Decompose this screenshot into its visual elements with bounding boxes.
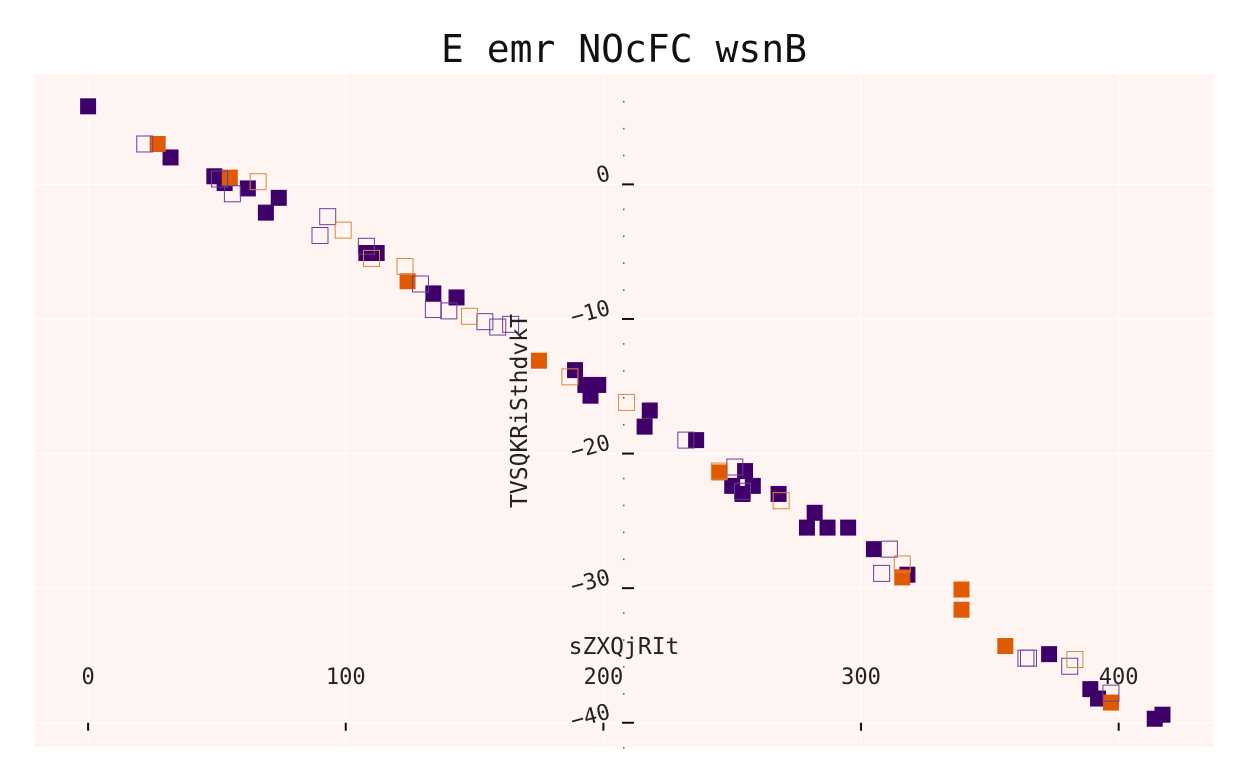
scatter-point	[249, 173, 267, 191]
y-minor-tick	[623, 370, 625, 372]
scatter-point	[1154, 706, 1171, 723]
y-axis-label: TVSQKRiSthdvkT	[507, 314, 533, 508]
scatter-point	[840, 519, 857, 536]
y-minor-tick	[623, 262, 625, 264]
scatter-point	[590, 376, 607, 393]
y-minor-tick	[623, 639, 625, 641]
y-minor-tick	[623, 477, 625, 480]
scatter-point	[688, 432, 705, 449]
scatter-point	[798, 519, 815, 536]
scatter-point	[677, 431, 695, 449]
scatter-point	[819, 519, 836, 536]
scatter-point	[411, 275, 429, 293]
x-tick-label: 200	[584, 665, 624, 690]
scatter-point	[319, 208, 337, 226]
y-tick-label: 0	[594, 161, 613, 189]
y-minor-tick	[623, 343, 625, 345]
scatter-point	[636, 418, 653, 435]
scatter-point	[334, 221, 352, 239]
scatter-point	[136, 135, 154, 153]
scatter-point	[953, 581, 970, 598]
scatter-point	[618, 393, 636, 411]
x-tick-label: 300	[841, 665, 881, 690]
y-minor-tick	[623, 127, 625, 130]
scatter-point	[489, 318, 507, 336]
scatter-point	[162, 149, 179, 166]
y-minor-tick	[623, 612, 625, 614]
scatter-point	[440, 302, 458, 320]
scatter-point	[270, 189, 287, 206]
scatter-point	[357, 237, 375, 255]
scatter-point	[641, 402, 658, 419]
scatter-point	[772, 492, 790, 510]
x-tick-label: 100	[326, 665, 366, 690]
scatter-point	[770, 485, 787, 502]
scatter-point	[221, 169, 238, 186]
scatter-point	[1019, 649, 1037, 667]
chart-title: E emr NOcFC wsnB	[441, 27, 807, 71]
scatter-point	[880, 540, 898, 558]
scatter-point	[953, 601, 970, 618]
scatter-point	[1090, 690, 1107, 707]
scatter-point	[1061, 657, 1079, 675]
scatter-point	[399, 273, 416, 290]
scatter-point	[893, 555, 911, 573]
data-points	[80, 98, 1171, 727]
y-minor-tick	[623, 666, 625, 668]
scatter-point	[561, 368, 579, 386]
scatter-point	[363, 249, 381, 267]
scatter-point	[368, 245, 385, 262]
scatter-point	[1041, 646, 1058, 663]
scatter-point	[1102, 684, 1120, 702]
scatter-point	[567, 362, 584, 379]
scatter-point	[80, 98, 97, 115]
scatter-point	[211, 170, 229, 188]
scatter-point	[476, 313, 494, 331]
y-minor-tick	[623, 397, 625, 399]
y-minor-tick	[623, 208, 625, 211]
scatter-point	[424, 301, 442, 319]
scatter-point	[737, 463, 754, 480]
scatter-point	[726, 458, 744, 476]
scatter-point	[1066, 651, 1084, 669]
scatter-point	[530, 352, 547, 369]
scatter-point	[425, 285, 442, 302]
x-tick-label: 0	[81, 665, 94, 690]
scatter-point	[734, 482, 752, 500]
y-minor-tick	[623, 558, 625, 561]
scatter-point	[873, 564, 891, 582]
y-minor-tick	[623, 289, 625, 291]
scatter-point	[502, 315, 520, 333]
y-minor-tick	[623, 154, 625, 157]
scatter-point	[865, 541, 882, 558]
y-minor-tick	[623, 504, 625, 507]
scatter-point	[711, 464, 728, 481]
scatter-point	[239, 180, 256, 197]
scatter-point	[311, 227, 329, 245]
scatter-point	[1102, 694, 1119, 711]
y-minor-tick	[623, 531, 625, 534]
scatter-point	[257, 204, 274, 221]
y-minor-tick	[623, 100, 625, 103]
scatter-point	[744, 477, 761, 494]
scatter-point	[460, 307, 478, 325]
x-axis-label: sZXQjRIt	[569, 634, 680, 660]
y-minor-tick	[623, 235, 625, 238]
y-minor-tick	[623, 693, 625, 695]
scatter-point	[806, 504, 823, 521]
scatter-point	[149, 135, 166, 152]
y-minor-tick	[623, 747, 625, 749]
scatter-point	[997, 638, 1014, 655]
scatter-point	[894, 569, 911, 586]
scatter-point	[223, 185, 241, 203]
y-minor-tick	[623, 423, 625, 426]
scatter-point	[710, 462, 728, 480]
scatter-point	[448, 289, 465, 306]
scatter-point	[396, 257, 414, 275]
